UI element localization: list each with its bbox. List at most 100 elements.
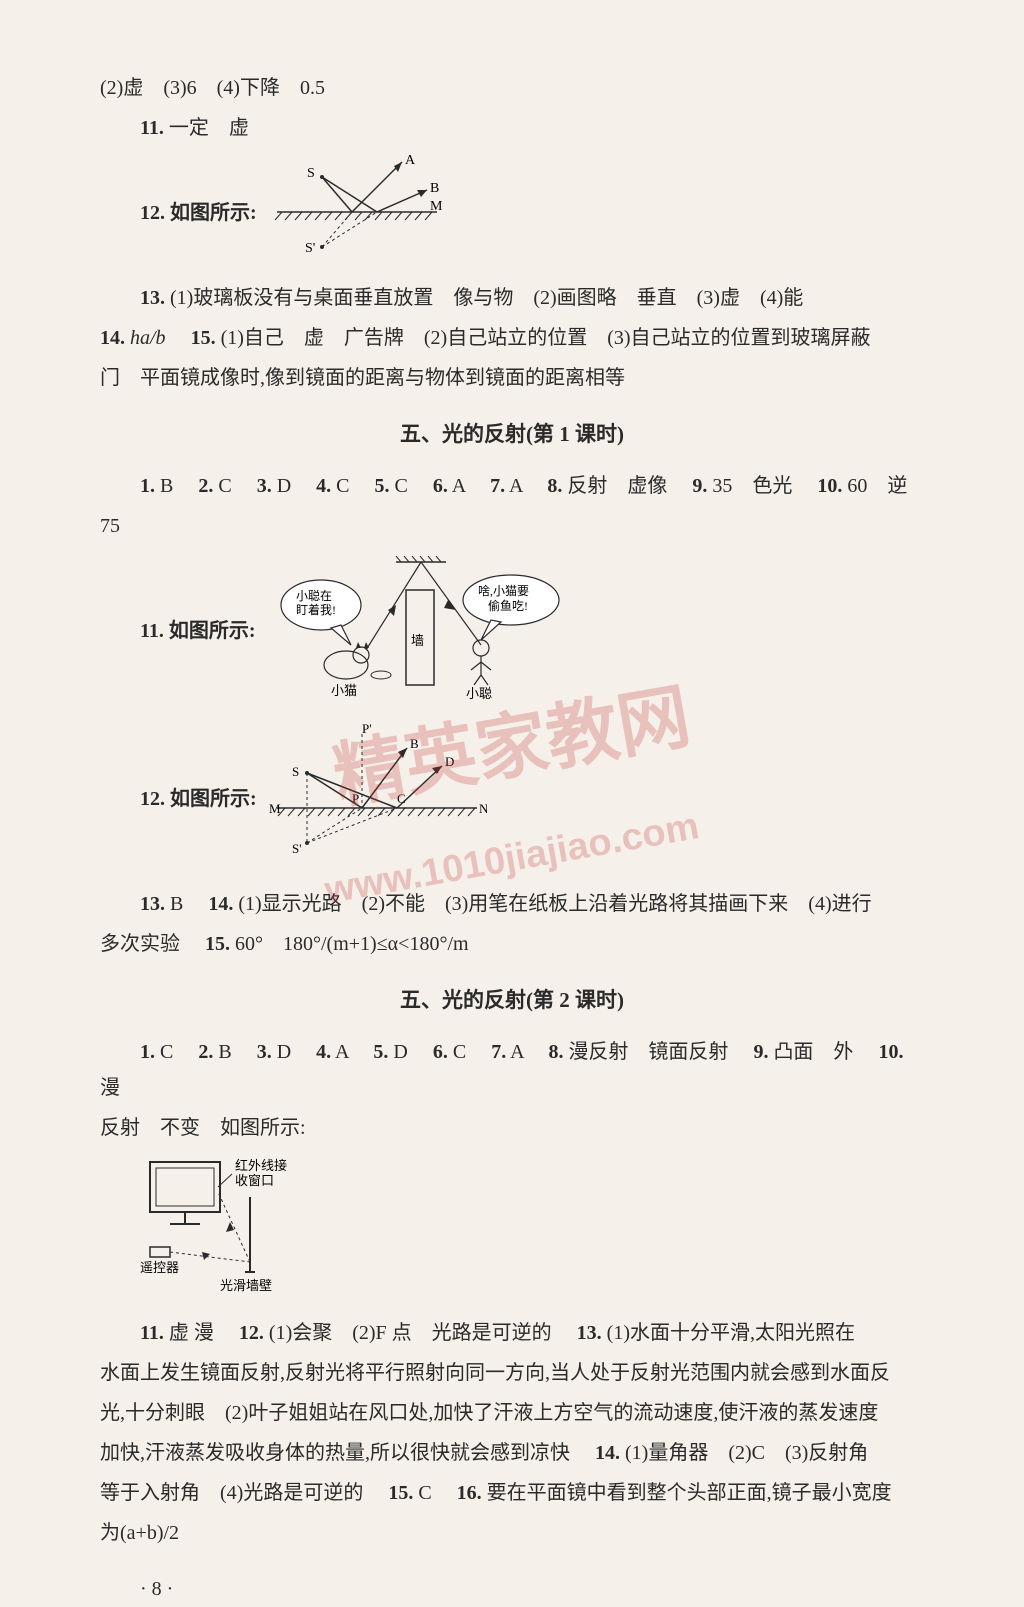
- answer-text: (1)自己 虚 广告牌 (2)自己站立的位置 (3)自己站立的位置到玻璃屏蔽: [221, 327, 871, 349]
- answer-text: A: [452, 475, 465, 497]
- answer-text: C: [418, 1482, 431, 1504]
- answer-line: 1. B 2. C 3. D 4. C 5. C 6. A 7. A 8. 反射…: [100, 468, 924, 504]
- answer-line: 11. 虚 漫 12. (1)会聚 (2)F 点 光路是可逆的 13. (1)水…: [100, 1315, 924, 1351]
- answer-text: C: [218, 475, 231, 497]
- answer-text: A: [510, 1041, 523, 1063]
- label-remote: 遥控器: [140, 1260, 179, 1275]
- label-wall: 墙: [411, 633, 424, 648]
- q-num: 11.: [140, 117, 164, 139]
- answer-line: 11. 一定 虚: [100, 110, 924, 146]
- q-num: 15.: [191, 327, 216, 349]
- label-ir1: 红外线接: [235, 1158, 287, 1173]
- answer-text: (1)水面十分平滑,太阳光照在: [607, 1322, 855, 1344]
- answer-text: D: [277, 1041, 291, 1063]
- bubble-text: 小聪在: [296, 589, 332, 603]
- answer-text: C: [453, 1041, 466, 1063]
- answer-text: A: [335, 1041, 348, 1063]
- q-num: 13.: [140, 893, 165, 915]
- q-num: 1.: [140, 475, 155, 497]
- q-num: 10.: [817, 475, 842, 497]
- answer-text: 凸面 外: [773, 1041, 853, 1063]
- q-num: 16.: [457, 1482, 482, 1504]
- q-num: 14.: [208, 893, 233, 915]
- bubble-text: 盯着我!: [296, 602, 336, 617]
- answer-line: 75: [100, 508, 924, 544]
- answer-text: 要在平面镜中看到整个头部正面,镜子最小宽度: [487, 1482, 892, 1504]
- answer-text: C: [160, 1041, 173, 1063]
- q-num: 2.: [198, 475, 213, 497]
- label-C: C: [397, 791, 406, 806]
- answer-text: (1)显示光路 (2)不能 (3)用笔在纸板上沿着光路将其描画下来 (4)进行: [238, 893, 871, 915]
- label-A: A: [405, 153, 416, 168]
- answer-text: ha/b: [130, 327, 166, 349]
- label-ir2: 收窗口: [235, 1173, 274, 1188]
- q-num: 5.: [373, 1041, 388, 1063]
- answer-text: 多次实验: [100, 933, 180, 955]
- diagram-mirror-reflection: S A B M S': [267, 152, 447, 274]
- answer-text: D: [277, 475, 291, 497]
- bubble-text: 偷鱼吃!: [488, 598, 528, 613]
- q-num: 6.: [433, 1041, 448, 1063]
- q-num: 13.: [577, 1322, 602, 1344]
- label-N: N: [479, 801, 487, 816]
- answer-line: 水面上发生镜面反射,反射光将平行照射向同一方向,当人处于反射光范围内就会感到水面…: [100, 1355, 924, 1391]
- answer-line: 13. (1)玻璃板没有与桌面垂直放置 像与物 (2)画图略 垂直 (3)虚 (…: [100, 280, 924, 316]
- answer-text: 加快,汗液蒸发吸收身体的热量,所以很快就会感到凉快: [100, 1442, 570, 1464]
- q-num: 15.: [388, 1482, 413, 1504]
- answer-text: (1)会聚 (2)F 点 光路是可逆的: [269, 1322, 552, 1344]
- label-S: S: [307, 166, 315, 181]
- q-num: 14.: [100, 327, 125, 349]
- page-number: · 8 ·: [100, 1571, 924, 1607]
- answer-text: (1)玻璃板没有与桌面垂直放置 像与物 (2)画图略 垂直 (3)虚 (4)能: [170, 287, 803, 309]
- label-Sp: S': [292, 841, 302, 856]
- label-S: S: [292, 764, 299, 779]
- section-title: 五、光的反射(第 1 课时): [100, 416, 924, 454]
- q-num: 6.: [433, 475, 448, 497]
- answer-line: 13. B 14. (1)显示光路 (2)不能 (3)用笔在纸板上沿着光路将其描…: [100, 886, 924, 922]
- answer-text: 一定 虚: [169, 117, 249, 139]
- q-num: 9.: [692, 475, 707, 497]
- answer-line: (2)虚 (3)6 (4)下降 0.5: [100, 70, 924, 106]
- answer-text: D: [393, 1041, 407, 1063]
- answer-text: C: [336, 475, 349, 497]
- diagram-cat-boy: 墙 小聪在 盯着我! 小猫 啥,小猫要 偷鱼吃!: [266, 550, 566, 712]
- q-num: 11.: [140, 1322, 164, 1344]
- label-B: B: [410, 736, 419, 751]
- label-D: D: [445, 754, 454, 769]
- q-num: 8.: [548, 1041, 563, 1063]
- answer-text: 反射 虚像: [567, 475, 667, 497]
- label-wall: 光滑墙壁: [220, 1278, 272, 1293]
- q-num: 13.: [140, 287, 165, 309]
- answer-text: 35 色光: [712, 475, 792, 497]
- q-num: 3.: [257, 475, 272, 497]
- q-num: 7.: [491, 1041, 506, 1063]
- q-num: 3.: [257, 1041, 272, 1063]
- answer-text: 60 逆: [847, 475, 907, 497]
- answer-text: A: [509, 475, 522, 497]
- answer-text: 60° 180°/(m+1)≤α<180°/m: [235, 933, 469, 955]
- answer-line: 1. C 2. B 3. D 4. A 5. D 6. C 7. A 8. 漫反…: [100, 1034, 924, 1106]
- label-boy: 小聪: [466, 686, 492, 700]
- bubble-text: 啥,小猫要: [478, 583, 529, 598]
- answer-text: 虚 漫: [169, 1322, 214, 1344]
- answer-text: (1)量角器 (2)C (3)反射角: [625, 1442, 868, 1464]
- label-cat: 小猫: [331, 683, 357, 698]
- label-M: M: [430, 199, 443, 214]
- answer-line: 反射 不变 如图所示:: [100, 1110, 924, 1146]
- q-num: 2.: [198, 1041, 213, 1063]
- q-num: 10.: [878, 1041, 903, 1063]
- q-num: 14.: [595, 1442, 620, 1464]
- label-Sp: S': [305, 241, 315, 256]
- answer-text: 漫反射 镜面反射: [568, 1041, 728, 1063]
- answer-text: 等于入射角 (4)光路是可逆的: [100, 1482, 363, 1504]
- q-num: 1.: [140, 1041, 155, 1063]
- label-M: M: [269, 801, 281, 816]
- section-title: 五、光的反射(第 2 课时): [100, 982, 924, 1020]
- answer-line: 门 平面镜成像时,像到镜面的距离与物体到镜面的距离相等: [100, 360, 924, 396]
- answer-line: 多次实验 15. 60° 180°/(m+1)≤α<180°/m: [100, 926, 924, 962]
- q-num: 12. 如图所示:: [100, 781, 257, 817]
- q-num: 4.: [316, 475, 331, 497]
- q-num: 9.: [753, 1041, 768, 1063]
- answer-line: 等于入射角 (4)光路是可逆的 15. C 16. 要在平面镜中看到整个头部正面…: [100, 1475, 924, 1511]
- answer-line: 为(a+b)/2: [100, 1515, 924, 1551]
